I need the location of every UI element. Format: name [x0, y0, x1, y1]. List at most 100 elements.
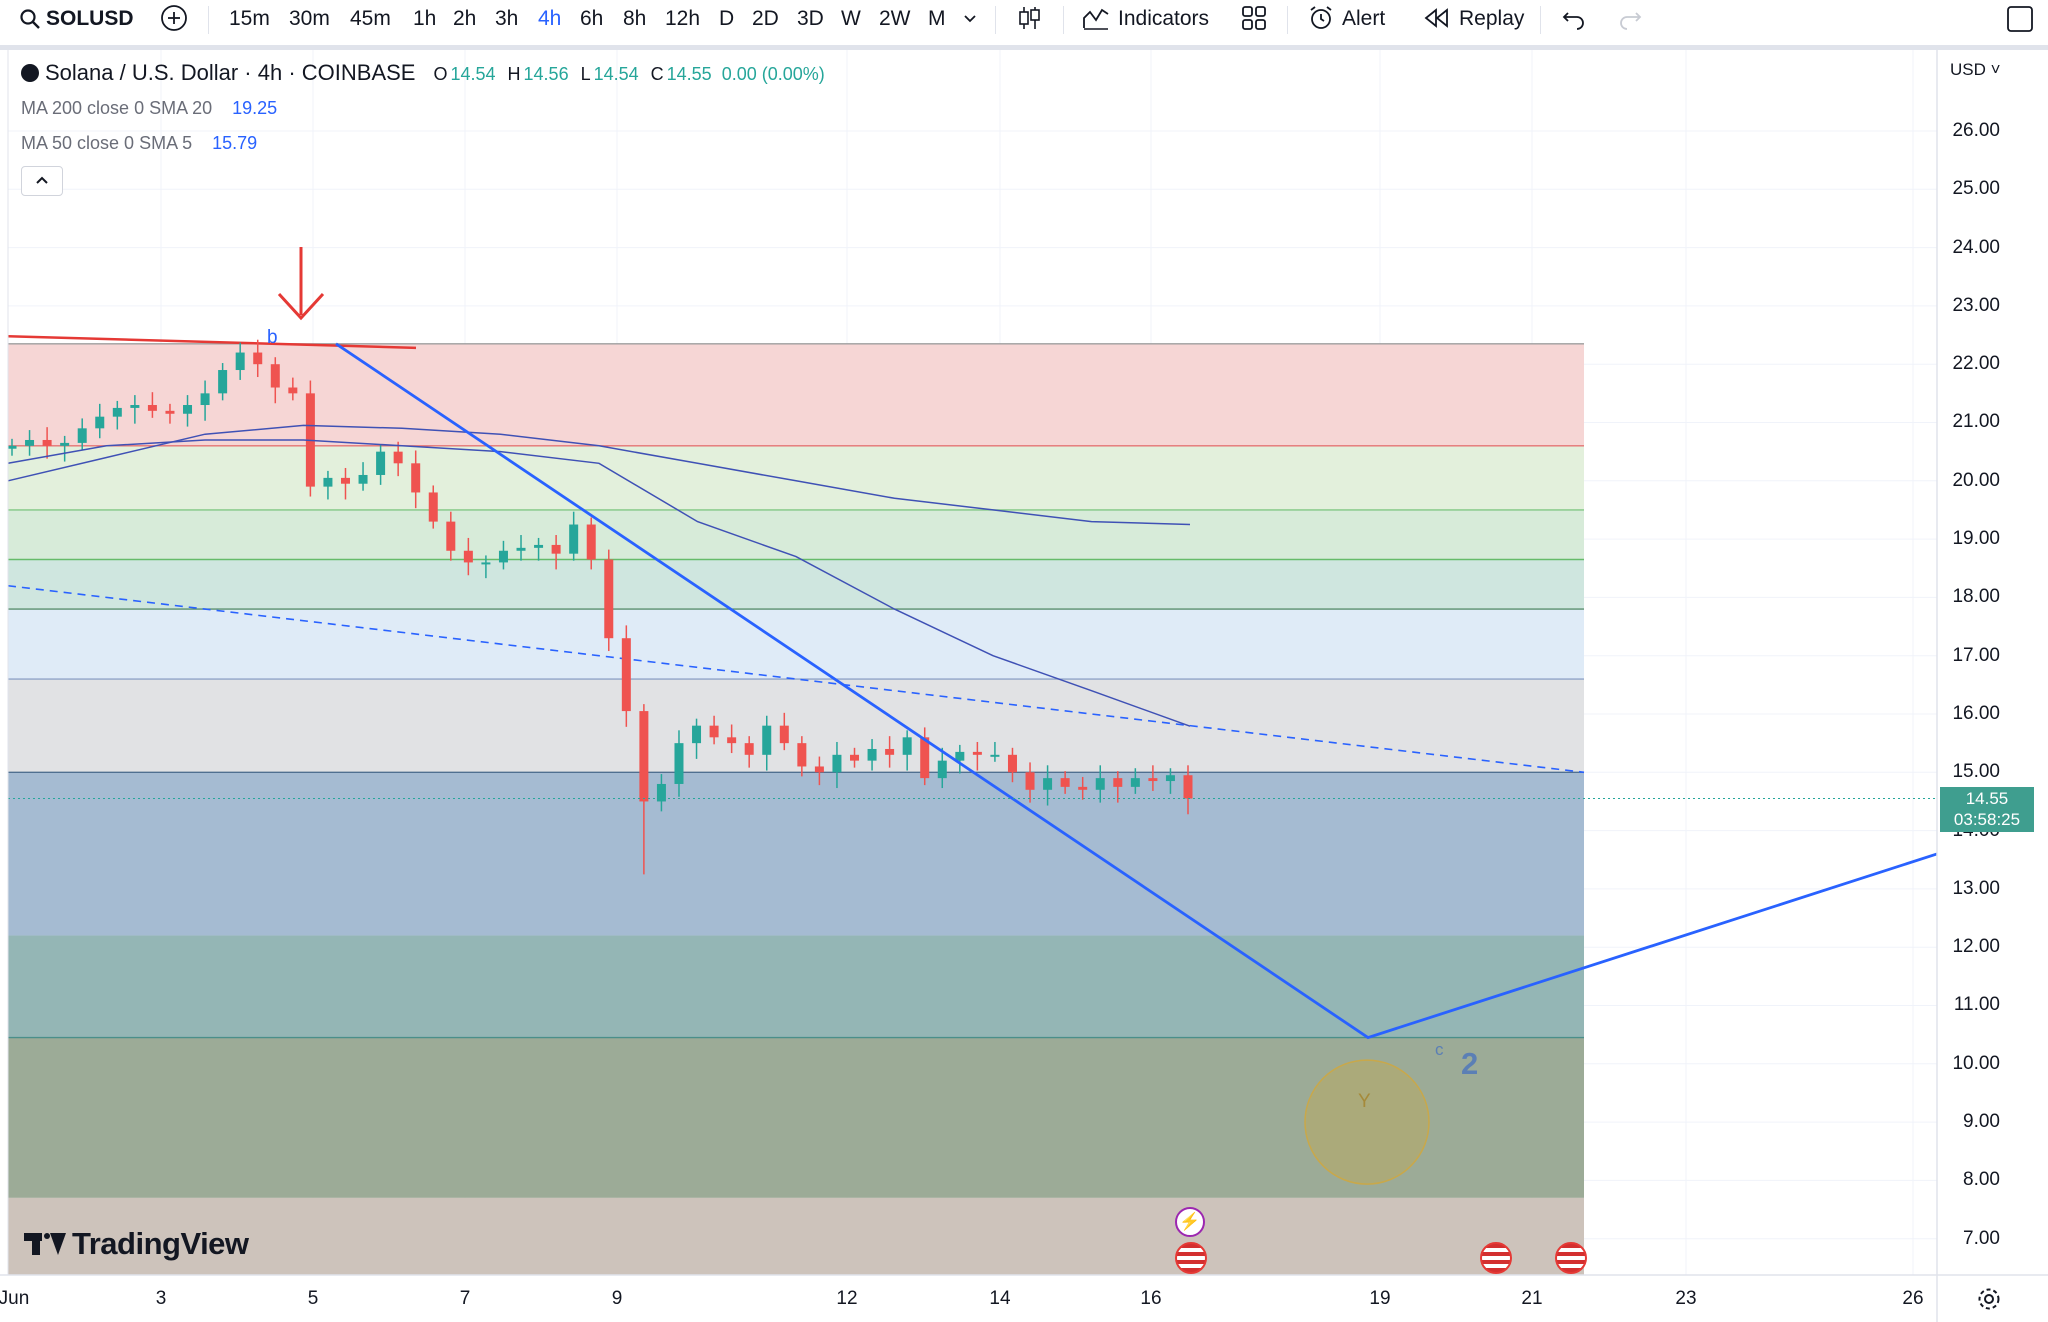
- fib-zone: [8, 509, 1584, 560]
- interval-2w[interactable]: 2W: [879, 7, 911, 30]
- layouts-grid-icon[interactable]: [1240, 4, 1268, 32]
- candle-body: [183, 405, 193, 414]
- earnings-event-icon[interactable]: ⚡: [1175, 1207, 1205, 1237]
- alert-button[interactable]: Alert: [1342, 7, 1386, 30]
- price-tick: 26.00: [1952, 120, 2000, 141]
- candle-body: [832, 754, 842, 773]
- candle-body: [621, 638, 631, 712]
- interval-45m[interactable]: 45m: [350, 7, 391, 30]
- alarm-clock-icon[interactable]: [1307, 4, 1335, 32]
- candle-body: [200, 393, 210, 406]
- price-tick: 24.00: [1952, 237, 2000, 258]
- candle-body: [112, 407, 122, 417]
- price-tick: 13.00: [1952, 878, 2000, 899]
- candle-body: [814, 766, 824, 773]
- interval-15m[interactable]: 15m: [229, 7, 270, 30]
- dashed-trend-line: [7, 584, 1585, 774]
- price-tick: 17.00: [1952, 645, 2000, 666]
- search-icon[interactable]: [18, 7, 42, 31]
- interval-2h[interactable]: 2h: [453, 7, 477, 30]
- candle-body: [1113, 778, 1123, 787]
- candle-body: [253, 352, 263, 365]
- price-tick: 22.00: [1952, 353, 2000, 374]
- candle-body: [937, 760, 947, 779]
- fib-zone: [8, 1037, 1584, 1198]
- candle-body: [902, 737, 912, 755]
- wave-b-label: b: [267, 327, 278, 348]
- interval-1h[interactable]: 1h: [413, 7, 437, 30]
- tradingview-logo-icon: [24, 1231, 66, 1257]
- time-tick: 5: [307, 1288, 319, 1309]
- replay-button[interactable]: Replay: [1459, 7, 1525, 30]
- interval-3d[interactable]: 3D: [797, 7, 824, 30]
- candle-body: [656, 783, 666, 802]
- interval-w[interactable]: W: [841, 7, 861, 30]
- interval-8h[interactable]: 8h: [623, 7, 647, 30]
- time-tick: 23: [1675, 1288, 1697, 1309]
- ohlc-values: O 14.54 H 14.56 L 14.54 C 14.55 0.00 (0.00%): [433, 64, 825, 84]
- ma-50-legend[interactable]: MA 50 close 0 SMA 5 15.79: [21, 133, 258, 153]
- candle-body: [1078, 786, 1088, 790]
- time-tick: 12: [836, 1288, 858, 1309]
- candle-body: [955, 751, 965, 761]
- price-tick: 16.00: [1952, 703, 2000, 724]
- interval-12h[interactable]: 12h: [665, 7, 701, 30]
- candle-body: [463, 550, 473, 563]
- candle-body: [1025, 772, 1035, 790]
- redo-icon[interactable]: [1616, 4, 1644, 32]
- candle-body: [551, 544, 561, 554]
- price-chart[interactable]: [0, 50, 2048, 1322]
- candle-body: [1165, 775, 1175, 782]
- candle-body: [165, 410, 175, 414]
- candle-body: [288, 387, 298, 394]
- ma-200-legend[interactable]: MA 200 close 0 SMA 20 19.25: [21, 98, 278, 118]
- candle-body: [920, 737, 930, 779]
- price-tick: 20.00: [1952, 470, 2000, 491]
- indicators-icon[interactable]: [1082, 4, 1110, 32]
- chevron-down-icon[interactable]: [960, 8, 980, 28]
- candle-body: [762, 725, 772, 755]
- fullscreen-icon[interactable]: [2006, 5, 2034, 33]
- symbol-search[interactable]: SOLUSD: [46, 7, 134, 30]
- interval-3h[interactable]: 3h: [495, 7, 519, 30]
- us-flag-event-icon[interactable]: [1175, 1242, 1207, 1274]
- interval-6h[interactable]: 6h: [580, 7, 604, 30]
- fib-zone: [8, 679, 1584, 773]
- gear-icon[interactable]: [1976, 1286, 2002, 1312]
- currency-selector[interactable]: USD ˅: [1950, 60, 2001, 79]
- fib-zone: [8, 772, 1584, 936]
- interval-2d[interactable]: 2D: [752, 7, 779, 30]
- add-symbol-icon[interactable]: [160, 4, 188, 32]
- candle-body: [358, 474, 368, 484]
- time-tick: 14: [989, 1288, 1011, 1309]
- price-tick: 18.00: [1952, 586, 2000, 607]
- wave-trend-line: [335, 342, 1938, 1040]
- target-circle-label: Y: [1358, 1091, 1371, 1112]
- interval-4h[interactable]: 4h: [538, 7, 562, 30]
- us-flag-event-icon[interactable]: [1555, 1242, 1587, 1274]
- fib-zone: [8, 559, 1584, 610]
- candle-body: [42, 439, 52, 446]
- symbol-logo: [21, 64, 39, 82]
- legend-collapse-button[interactable]: [21, 166, 63, 196]
- candles-chart-type-icon[interactable]: [1015, 4, 1043, 32]
- interval-m[interactable]: M: [928, 7, 946, 30]
- indicators-button[interactable]: Indicators: [1118, 7, 1210, 30]
- price-tick: 25.00: [1952, 178, 2000, 199]
- us-flag-event-icon[interactable]: [1480, 1242, 1512, 1274]
- interval-d[interactable]: D: [719, 7, 735, 30]
- time-tick: 16: [1140, 1288, 1162, 1309]
- candle-body: [639, 711, 649, 802]
- price-tick: 11.00: [1953, 994, 2000, 1015]
- bar-countdown: 03:58:25: [1953, 810, 2021, 829]
- candle-body: [1043, 778, 1053, 790]
- replay-icon[interactable]: [1423, 4, 1451, 32]
- candle-body: [340, 477, 350, 484]
- time-tick: 9: [611, 1288, 623, 1309]
- interval-30m[interactable]: 30m: [289, 7, 330, 30]
- chart-pane[interactable]: Solana / U.S. Dollar · 4h · COINBASE O 14.…: [0, 50, 2048, 1322]
- undo-icon[interactable]: [1560, 4, 1588, 32]
- top-toolbar: SOLUSD 15m 30m 45m 1h 2h 3h 4h 6h 8h 12h…: [0, 0, 2048, 50]
- last-price-badge: 14.55 03:58:25: [1940, 787, 2034, 832]
- price-tick: 19.00: [1952, 528, 2000, 549]
